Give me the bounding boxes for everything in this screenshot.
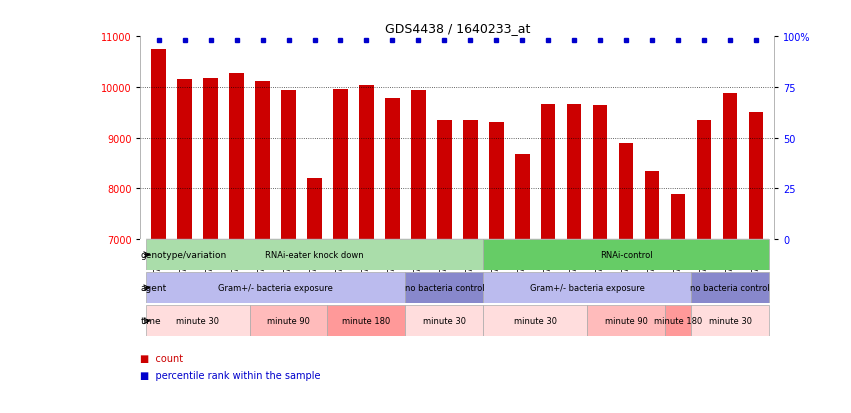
Bar [146,240,483,271]
Bar [568,105,581,240]
Bar [178,80,191,240]
Text: minute 180: minute 180 [342,317,391,325]
Bar [489,123,504,240]
Bar [749,113,763,240]
Bar [691,306,769,337]
Text: ■  count: ■ count [140,354,184,363]
Text: no bacteria control: no bacteria control [404,284,484,292]
Bar [328,306,405,337]
Text: minute 30: minute 30 [423,317,465,325]
Bar [665,306,691,337]
Text: minute 90: minute 90 [267,317,310,325]
Text: Gram+/- bacteria exposure: Gram+/- bacteria exposure [218,284,333,292]
Text: minute 180: minute 180 [654,317,702,325]
Bar [411,90,426,240]
Bar [146,306,249,337]
Bar [334,90,347,240]
Text: RNAi-eater knock down: RNAi-eater knock down [266,251,364,259]
Bar [483,273,691,304]
Bar [541,105,556,240]
Bar [146,273,405,304]
Text: Gram+/- bacteria exposure: Gram+/- bacteria exposure [530,284,645,292]
Text: no bacteria control: no bacteria control [690,284,770,292]
Text: minute 30: minute 30 [709,317,751,325]
Bar [255,82,270,240]
Bar [386,98,400,240]
Bar [249,306,328,337]
Bar [483,240,769,271]
Bar [593,105,608,240]
Bar [697,121,711,240]
Bar [230,74,243,240]
Bar [620,143,633,240]
Bar [691,273,769,304]
Bar [587,306,665,337]
Bar [723,94,737,240]
Text: minute 30: minute 30 [514,317,557,325]
Bar [463,121,477,240]
Text: genotype/variation: genotype/variation [140,251,227,259]
Bar [483,306,587,337]
Text: minute 90: minute 90 [605,317,648,325]
Text: agent: agent [140,284,167,292]
Bar [405,306,483,337]
Text: RNAi-control: RNAi-control [600,251,653,259]
Bar [307,179,322,240]
Bar [282,91,295,240]
Text: minute 30: minute 30 [176,317,219,325]
Text: time: time [140,317,162,325]
Bar [151,50,166,240]
Bar [359,86,374,240]
Title: GDS4438 / 1640233_at: GDS4438 / 1640233_at [385,21,530,35]
Bar [203,78,218,240]
Bar [405,273,483,304]
Bar [671,195,685,240]
Bar [645,172,660,240]
Text: ■  percentile rank within the sample: ■ percentile rank within the sample [140,370,321,380]
Bar [515,154,529,240]
Bar [437,121,452,240]
